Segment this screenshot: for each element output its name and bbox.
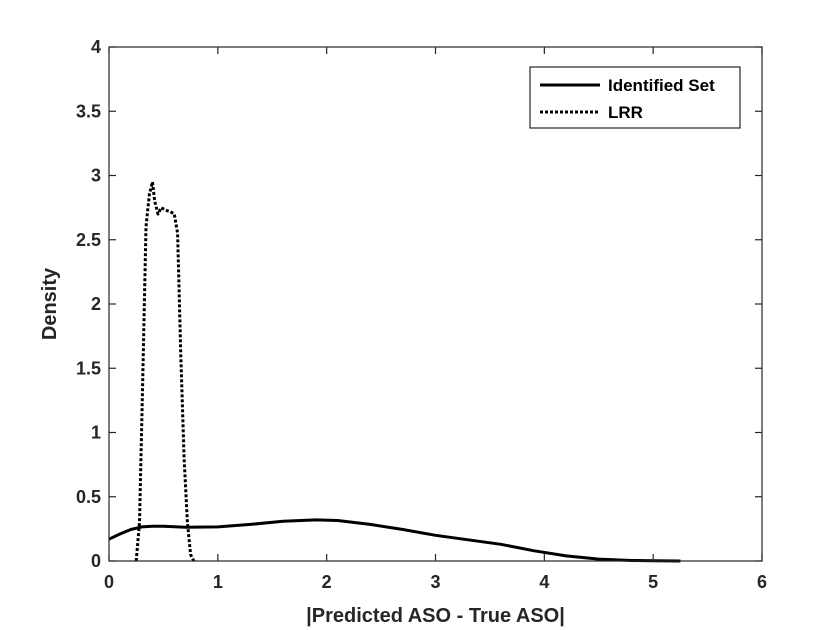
x-tick-label: 1 (213, 572, 223, 592)
x-tick-label: 2 (322, 572, 332, 592)
y-tick-label: 4 (91, 37, 101, 57)
x-axis-label: |Predicted ASO - True ASO| (306, 605, 565, 627)
tick-labels: 0 1 2 3 4 5 6 0 0.5 1 1.5 2 2.5 3 3.5 4 (76, 37, 767, 592)
y-tick-label: 0.5 (76, 487, 101, 507)
series-lines (108, 180, 681, 563)
y-tick-label: 1.5 (76, 358, 101, 378)
legend: Identified Set LRR (529, 66, 741, 129)
x-tick-label: 3 (430, 572, 440, 592)
series-line-identified-set (108, 518, 681, 563)
y-axis-label: Density (39, 267, 61, 340)
y-tick-label: 1 (91, 423, 101, 443)
legend-label-lrr: LRR (608, 103, 643, 122)
y-tick-label: 3 (91, 166, 101, 186)
legend-label-identified-set: Identified Set (608, 76, 715, 95)
y-tick-label: 2.5 (76, 230, 101, 250)
x-tick-label: 5 (648, 572, 658, 592)
y-tick-label: 3.5 (76, 101, 101, 121)
plot-background (109, 47, 762, 561)
legend-box (529, 66, 741, 129)
y-tick-label: 0 (91, 551, 101, 571)
series-line-lrr (134, 180, 196, 562)
x-tick-label: 6 (757, 572, 767, 592)
y-tick-label: 2 (91, 294, 101, 314)
x-tick-label: 4 (539, 572, 549, 592)
plot-frame (108, 46, 763, 562)
x-tick-label: 0 (104, 572, 114, 592)
